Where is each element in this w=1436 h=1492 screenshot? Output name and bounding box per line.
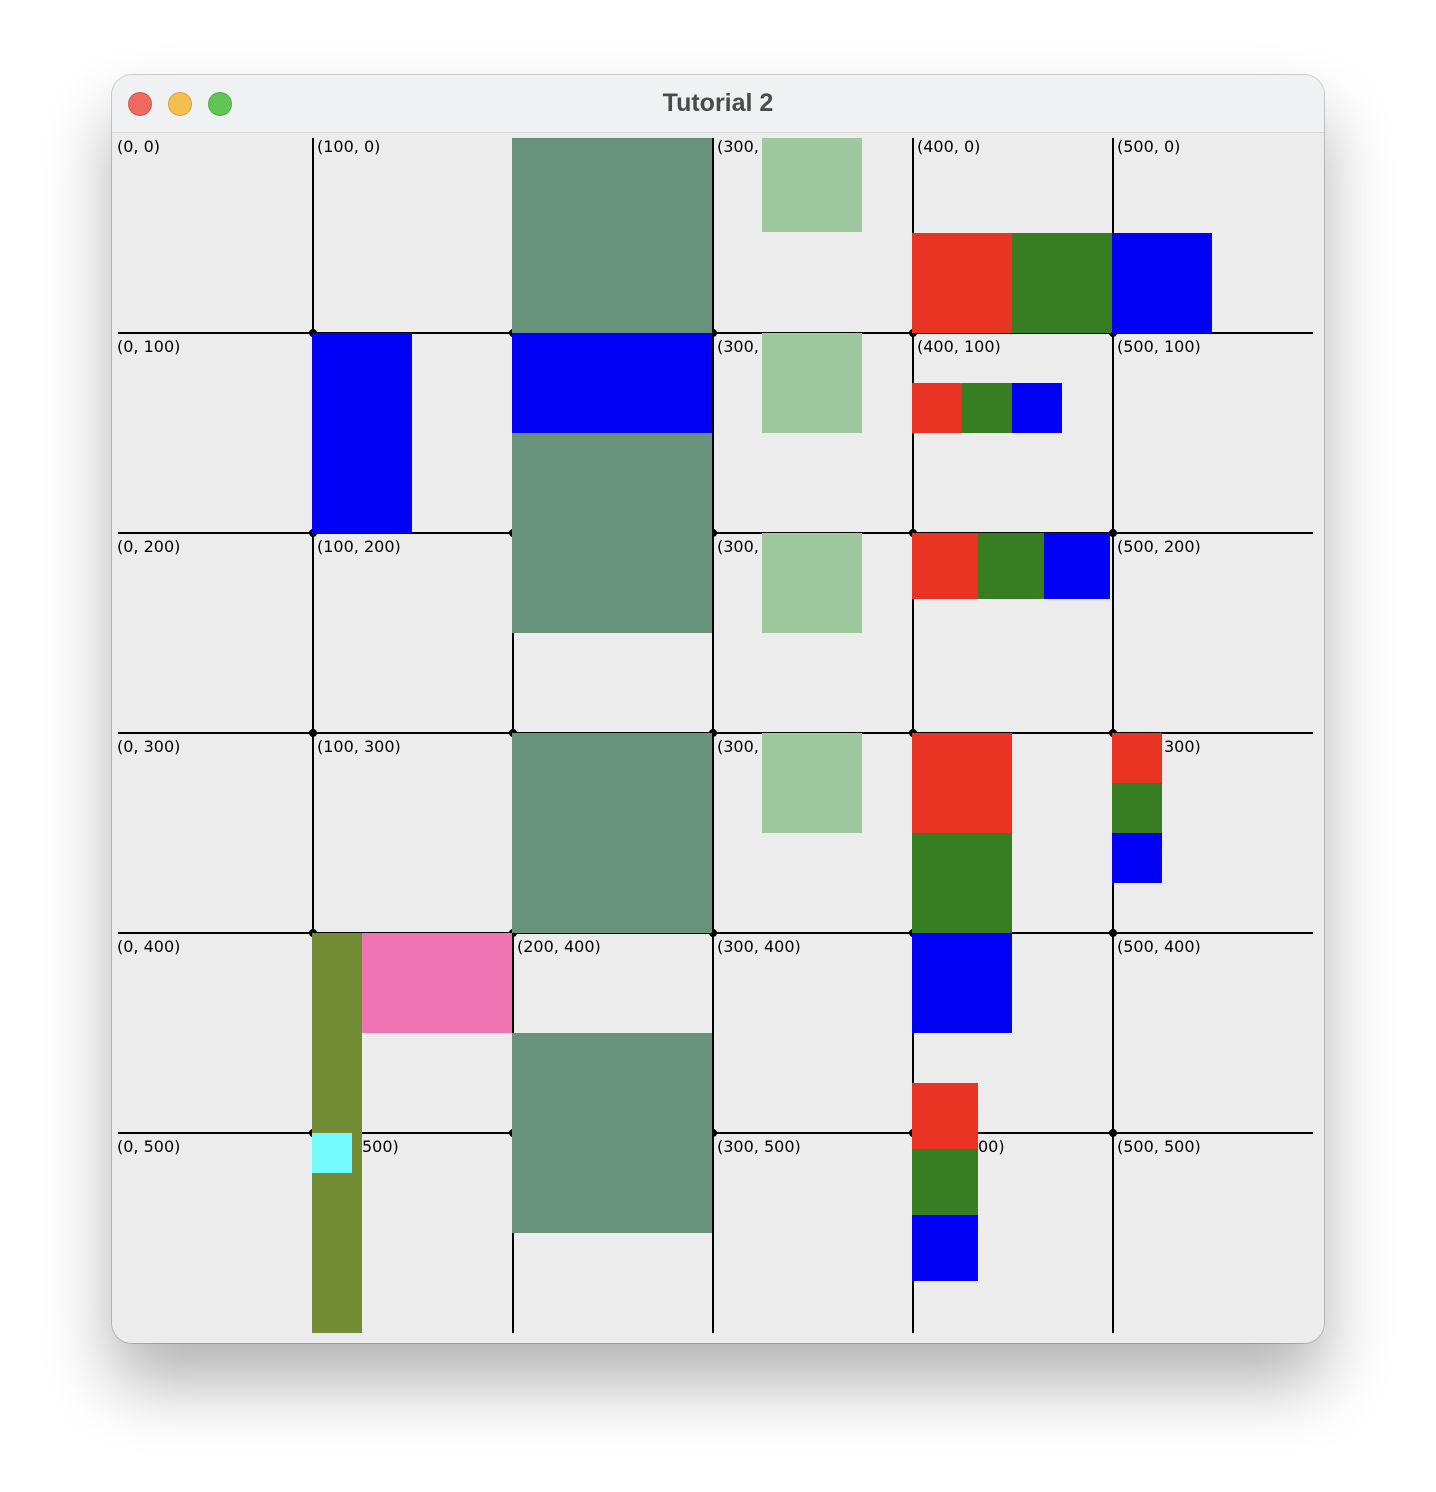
- green-block: [912, 1149, 978, 1215]
- coord-label: 500): [362, 1137, 399, 1156]
- minimize-window-button[interactable]: [168, 92, 192, 116]
- app-window: Tutorial 2: [112, 75, 1324, 1343]
- coord-label: (400, 100): [917, 337, 1001, 356]
- drawing-canvas: (0, 0) (100, 0) (300, (400, 0) (500, 0) …: [112, 133, 1324, 1343]
- grid-dot: [1109, 1129, 1117, 1137]
- red-block: [912, 1083, 978, 1149]
- coord-label: (500, 0): [1117, 137, 1180, 156]
- coord-label: (100, 300): [317, 737, 401, 756]
- green-block: [962, 383, 1012, 433]
- blue-block: [1112, 233, 1212, 333]
- blue-block: [1044, 533, 1110, 599]
- grid-dot: [1109, 929, 1117, 937]
- cyan-square: [312, 1133, 352, 1173]
- coord-label: (0, 500): [117, 1137, 180, 1156]
- grid-dot: [309, 729, 317, 737]
- sage-block-upper-mid: [512, 433, 712, 633]
- red-block: [912, 383, 962, 433]
- coord-label: (0, 300): [117, 737, 180, 756]
- blue-block: [1012, 383, 1062, 433]
- title-bar[interactable]: Tutorial 2: [112, 75, 1324, 133]
- green-block: [1112, 783, 1162, 833]
- coord-label: (300,: [717, 537, 759, 556]
- grid-dot: [1109, 529, 1117, 537]
- coord-label: (0, 0): [117, 137, 160, 156]
- green-block: [1012, 233, 1112, 333]
- green-block: [912, 833, 1012, 933]
- light-green-square: [762, 533, 862, 633]
- sage-block-lower-mid: [512, 733, 712, 933]
- light-green-square: [762, 138, 862, 232]
- window-title: Tutorial 2: [662, 89, 774, 117]
- coord-label: (400, 0): [917, 137, 980, 156]
- zoom-window-button[interactable]: [208, 92, 232, 116]
- light-green-square: [762, 333, 862, 433]
- coord-label: 300): [1164, 737, 1201, 756]
- blue-band: [512, 333, 712, 433]
- coord-label: (500, 500): [1117, 1137, 1201, 1156]
- coord-label: (300, 400): [717, 937, 801, 956]
- canvas-svg: (0, 0) (100, 0) (300, (400, 0) (500, 0) …: [117, 137, 1313, 1333]
- red-block: [912, 533, 978, 599]
- coord-label: (500, 200): [1117, 537, 1201, 556]
- light-green-square: [762, 733, 862, 833]
- red-block: [1112, 733, 1162, 783]
- close-window-button[interactable]: [128, 92, 152, 116]
- coord-label: (0, 400): [117, 937, 180, 956]
- blue-block: [1112, 833, 1162, 883]
- coord-label: (100, 200): [317, 537, 401, 556]
- coord-label: (0, 200): [117, 537, 180, 556]
- coordinate-labels: (0, 0) (100, 0) (300, (400, 0) (500, 0) …: [117, 137, 1201, 1156]
- coord-label: (200, 400): [517, 937, 601, 956]
- red-block: [912, 733, 1012, 833]
- coord-label: (300, 500): [717, 1137, 801, 1156]
- coord-label: (500, 400): [1117, 937, 1201, 956]
- coord-label: (300,: [717, 737, 759, 756]
- sage-block-top: [512, 138, 712, 333]
- coord-label: (0, 100): [117, 337, 180, 356]
- blue-block: [912, 1215, 978, 1281]
- coord-label: (300,: [717, 337, 759, 356]
- sage-block-bottom: [512, 1033, 712, 1233]
- pink-rectangle: [362, 933, 512, 1033]
- blue-block: [912, 933, 1012, 1033]
- coord-label: (300,: [717, 137, 759, 156]
- coord-label: 00): [978, 1137, 1005, 1156]
- coord-label: (500, 100): [1117, 337, 1201, 356]
- red-block: [912, 233, 1012, 333]
- blue-tall-rectangle: [312, 333, 412, 533]
- green-block: [978, 533, 1044, 599]
- coord-label: (100, 0): [317, 137, 380, 156]
